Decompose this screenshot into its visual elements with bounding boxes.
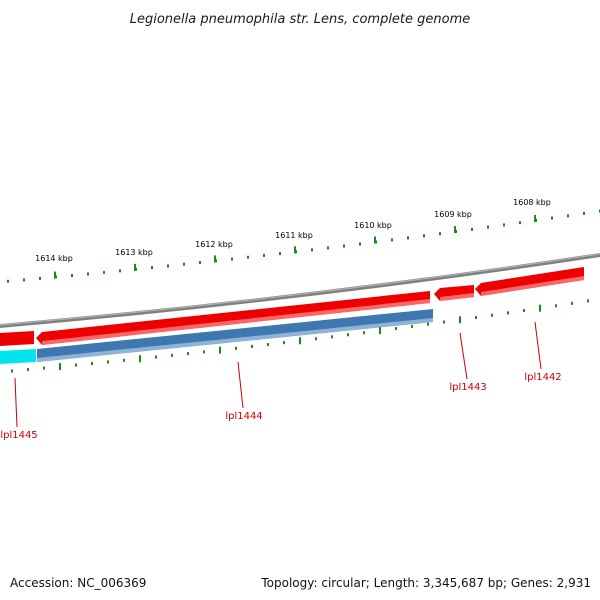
reverse-strand-shading bbox=[37, 318, 433, 362]
scale-label-1611: 1611 kbp bbox=[275, 231, 313, 240]
label-pointer-lpl1444 bbox=[237, 361, 244, 409]
scale-label-1610: 1610 kbp bbox=[354, 221, 392, 230]
scale-label-1613: 1613 kbp bbox=[115, 248, 153, 257]
minor-ticks-outer bbox=[7, 209, 600, 283]
gene-label-lpl1442: lpl1442 bbox=[524, 372, 561, 383]
scale-label-1614: 1614 kbp bbox=[35, 254, 73, 263]
genome-backbone bbox=[0, 253, 600, 328]
reverse-strand-track bbox=[0, 309, 433, 364]
gene-lpl1445-arrow bbox=[0, 331, 34, 346]
gene-labels: lpl1445 lpl1444 lpl1443 lpl1442 bbox=[0, 321, 562, 441]
gene-lpl1445-highlight bbox=[0, 349, 36, 364]
forward-strand-shading bbox=[42, 299, 430, 345]
scale-label-1608: 1608 kbp bbox=[513, 198, 551, 207]
forward-strand-shading-3 bbox=[440, 293, 474, 301]
gene-label-lpl1444: lpl1444 bbox=[225, 411, 262, 422]
label-pointer-lpl1445 bbox=[14, 377, 18, 428]
scale-label-1612: 1612 kbp bbox=[195, 240, 233, 249]
accession-label: Accession: NC_006369 bbox=[10, 576, 147, 590]
major-ticks-outer bbox=[54, 215, 536, 279]
minor-ticks-inner bbox=[11, 299, 589, 373]
genome-stats-label: Topology: circular; Length: 3,345,687 bp… bbox=[261, 576, 591, 590]
map-title: Legionella pneumophila str. Lens, comple… bbox=[130, 12, 471, 27]
gene-label-lpl1443: lpl1443 bbox=[449, 382, 486, 393]
outer-tick-track: 1614 kbp 1613 kbp 1612 kbp 1611 kbp 1610… bbox=[7, 198, 600, 283]
label-pointer-lpl1443 bbox=[459, 332, 468, 380]
gene-label-lpl1445: lpl1445 bbox=[0, 430, 37, 441]
genome-backbone-highlight bbox=[0, 253, 600, 326]
label-pointer-lpl1442 bbox=[534, 321, 542, 370]
scale-label-1609: 1609 kbp bbox=[434, 210, 472, 219]
forward-strand-track bbox=[0, 267, 584, 346]
forward-strand-shading-2 bbox=[481, 276, 584, 296]
